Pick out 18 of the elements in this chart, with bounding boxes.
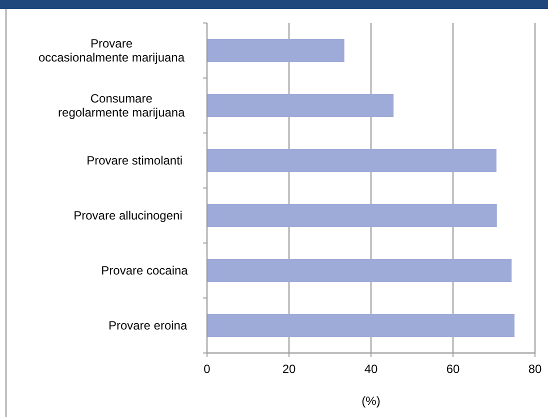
x-tick-label: 20 bbox=[282, 362, 296, 376]
bar bbox=[207, 38, 344, 62]
bar bbox=[207, 314, 514, 338]
bar bbox=[207, 94, 394, 118]
bar bbox=[207, 258, 512, 282]
y-tick-label: Provare eroina bbox=[108, 318, 188, 332]
x-tick-label: 60 bbox=[446, 362, 460, 376]
y-tick-label: Provare cocaina bbox=[101, 264, 188, 278]
y-tick-label: Provare occasionalmente marijuana bbox=[38, 36, 185, 64]
y-tick-label: Provare allucinogeni bbox=[74, 208, 182, 222]
y-tick-label: Consumare regolarmente marijuana bbox=[58, 92, 186, 120]
y-tick-label: Provare stimolanti bbox=[86, 154, 183, 168]
bar bbox=[207, 148, 496, 172]
x-axis-title: (%) bbox=[362, 394, 380, 408]
bar bbox=[207, 204, 497, 228]
x-tick-label: 80 bbox=[528, 362, 542, 376]
x-tick-label: 0 bbox=[204, 362, 211, 376]
x-tick-label: 40 bbox=[364, 362, 378, 376]
